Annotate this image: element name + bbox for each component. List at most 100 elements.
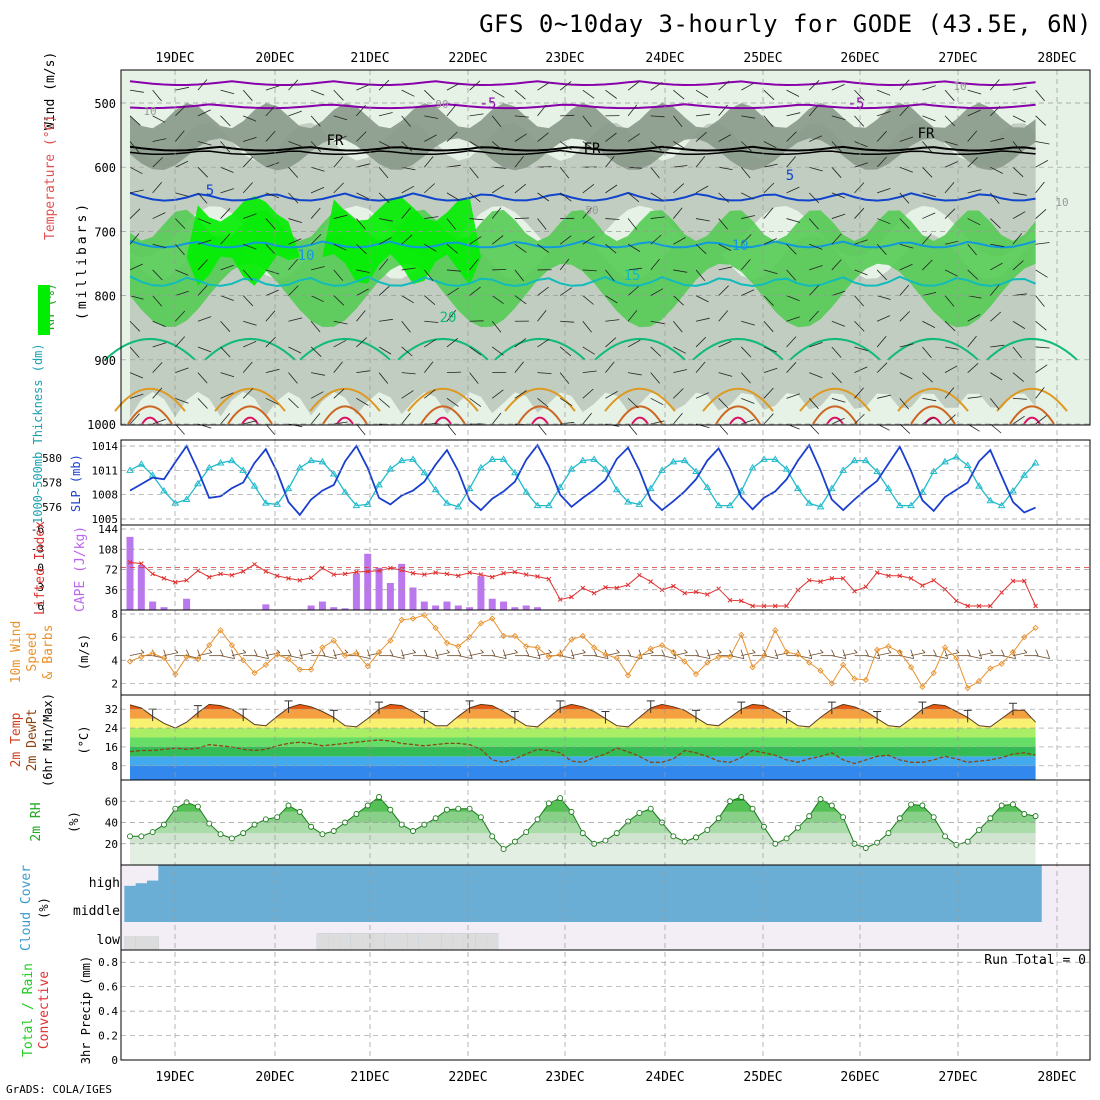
cloud-cell-middle: [746, 891, 759, 922]
wind-barb: [786, 336, 797, 348]
wind-barb: [514, 269, 524, 282]
wind-barb: [876, 243, 887, 255]
wind-barb: [288, 372, 298, 384]
wind-speed-point: [806, 659, 813, 666]
dewpt-label-line: 2m DewPt: [25, 709, 40, 772]
cloud-panel: [121, 865, 1090, 950]
cloud-low-cell: [396, 933, 408, 950]
wind-barb: [582, 141, 595, 151]
wind-barb: [650, 346, 662, 357]
cloud-low-cell: [350, 933, 363, 950]
wind-barb-tick: [570, 649, 575, 659]
wind-barb: [990, 79, 1000, 91]
wind-barb: [1035, 415, 1047, 425]
lifted-index-point: [455, 573, 461, 579]
wind-barb: [695, 89, 709, 98]
thickness-point: [533, 501, 542, 509]
slp-thickness-panel: [126, 443, 1040, 517]
wind-barb: [174, 130, 185, 142]
wind-barb: [605, 218, 620, 220]
lifted-index-point: [172, 579, 178, 585]
wind-barb-tick: [921, 649, 926, 653]
wind-barb: [718, 285, 729, 296]
cloud-cell-middle: [701, 891, 714, 922]
temp-tick: 8: [111, 760, 118, 773]
wind-barb: [446, 192, 460, 201]
cloud-low-cell: [339, 933, 352, 950]
lifted-tick: 3: [37, 581, 44, 594]
wind-barb-tick: [502, 649, 507, 659]
wind-barb: [582, 89, 595, 99]
wind-barb: [197, 192, 208, 204]
contour-label: FR: [918, 126, 935, 142]
wind-barb: [650, 288, 664, 296]
wind-speed-point: [307, 666, 315, 673]
wind-barb: [152, 387, 163, 399]
wind-barb: [559, 192, 572, 202]
lifted-tick: 6: [37, 600, 44, 613]
thickness-point: [409, 455, 417, 462]
temp-bands: [130, 704, 1036, 780]
wind-barb: [854, 366, 868, 374]
precip-convective-label: Convective: [37, 971, 52, 1049]
wind-speed-point: [636, 653, 643, 660]
rh-point: [500, 846, 507, 853]
wind-barb: [627, 104, 638, 117]
rh-point: [987, 815, 994, 822]
cloud-cell-high: [871, 865, 884, 891]
wind-barb-tick: [842, 649, 847, 659]
wind-speed-point: [817, 667, 824, 674]
wind-barb: [310, 412, 321, 425]
cloud-cell-high: [135, 883, 148, 891]
wind-barb: [650, 166, 660, 179]
wind-barb: [333, 115, 348, 121]
wind-barb: [242, 361, 253, 373]
rh-point: [862, 845, 869, 851]
wind-speed-point: [183, 653, 190, 660]
thickness-point: [782, 465, 791, 472]
wind-barb: [944, 320, 956, 332]
wind-barb: [922, 416, 935, 425]
wind-speed-point: [692, 671, 700, 678]
wind-barb: [356, 269, 371, 273]
wind-barb: [718, 243, 732, 251]
wind-barb: [197, 346, 212, 353]
wind-barb: [695, 269, 706, 281]
wind-barb: [242, 89, 253, 101]
temp-contour-20: [204, 338, 296, 361]
wind-barb: [922, 212, 936, 219]
wind-speed-point: [749, 664, 756, 671]
cloud-cell-middle: [871, 891, 884, 922]
wind-barb: [129, 166, 143, 175]
wind-barb: [1035, 209, 1047, 219]
wind-barb: [808, 423, 820, 435]
wind-barb-tick: [208, 649, 213, 653]
lifted-index-point: [138, 561, 144, 567]
thickness-tick: 576: [42, 501, 62, 514]
rh-point: [998, 802, 1005, 809]
wind-barb-10m: [865, 655, 880, 660]
wind-barb: [469, 286, 481, 296]
wind-barb: [174, 310, 186, 322]
wind-barb-tick: [593, 649, 598, 656]
wind-barb-tick: [865, 649, 869, 656]
wind-speed-point: [500, 632, 507, 640]
lifted-index-point: [354, 569, 359, 575]
cloud-cell-high: [328, 865, 340, 891]
wind-barb-tick: [333, 649, 337, 659]
wind-barb: [242, 295, 254, 307]
cape-bar: [488, 598, 496, 610]
wind-barb-10m: [390, 655, 405, 660]
temperature-panel: [129, 700, 1036, 780]
cloud-cell-middle: [226, 891, 239, 922]
wind-barb: [899, 136, 914, 142]
rh-point: [704, 826, 711, 833]
wind-barb: [967, 335, 977, 348]
wind-barb: [627, 398, 639, 409]
wind-barb: [152, 181, 163, 194]
wind-barb: [197, 398, 208, 409]
precip-axis-label: 3hr Precip (mm): [79, 956, 93, 1064]
wind-barb: [446, 131, 458, 142]
cloud-cell-high: [848, 865, 861, 891]
cloud-cell-middle: [712, 891, 725, 922]
